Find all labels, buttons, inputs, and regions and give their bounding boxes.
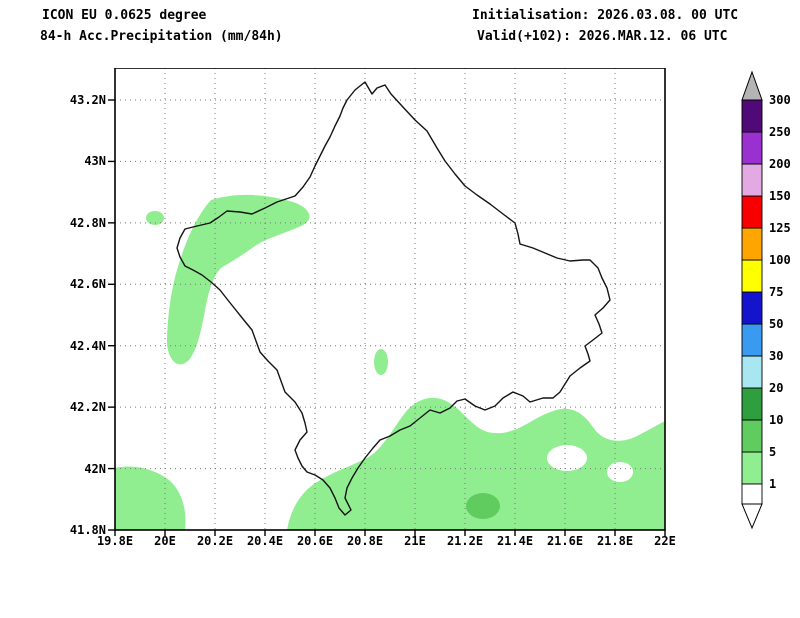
colorbar-band [741, 163, 763, 197]
y-tick-label: 43N [84, 154, 106, 169]
colorbar-band [741, 291, 763, 325]
valid-time: Valid(+102): 2026.MAR.12. 06 UTC [477, 29, 728, 44]
colorbar-label: 250 [769, 125, 791, 139]
precip-patch-nw [167, 194, 310, 365]
colorbar-band [741, 99, 763, 133]
colorbar-band [741, 195, 763, 229]
heavy-precip-spot [466, 493, 500, 519]
colorbar-over-arrow [741, 70, 763, 101]
y-tick-label: 42.2N [69, 400, 106, 415]
y-tick-label: 41.8N [69, 523, 106, 537]
tick-marks [108, 99, 666, 536]
precip-patch-sw [115, 466, 186, 530]
y-tick-label: 43.2N [69, 93, 106, 107]
map-plot [108, 68, 666, 536]
colorbar-label: 125 [769, 221, 791, 235]
colorbar-label: 150 [769, 189, 791, 203]
colorbar-label: 75 [769, 285, 783, 299]
colorbar-band [741, 355, 763, 389]
precip-patch-nw-dot [146, 211, 164, 225]
colorbar-band [741, 259, 763, 293]
y-tick-label: 42.6N [69, 277, 106, 292]
plot-frame [114, 68, 666, 531]
colorbar-under-band [741, 483, 763, 505]
colorbar-label: 50 [769, 317, 783, 331]
country-border [176, 81, 611, 516]
colorbar-band [741, 419, 763, 453]
colorbar-under-arrow [741, 503, 763, 530]
y-tick-label: 42.8N [69, 215, 106, 230]
colorbar-band [741, 323, 763, 357]
colorbar-label: 5 [769, 445, 776, 459]
colorbar-band [741, 131, 763, 165]
colorbar-label: 300 [769, 93, 791, 107]
parameter-title: 84-h Acc.Precipitation (mm/84h) [40, 29, 283, 44]
init-time: Initialisation: 2026.03.08. 00 UTC [472, 8, 739, 23]
model-title: ICON EU 0.0625 degree [42, 8, 207, 23]
grid-layer [115, 68, 665, 530]
colorbar-band [741, 451, 763, 485]
precip-layer [115, 194, 665, 530]
colorbar-label: 100 [769, 253, 791, 267]
colorbar-band [741, 387, 763, 421]
dry-hole [607, 462, 633, 482]
colorbar-label: 20 [769, 381, 783, 395]
colorbar-label: 1 [769, 477, 776, 491]
colorbar: 1 5 10 20 30 50 75 100 125 150 200 250 300 [741, 70, 791, 530]
colorbar-label: 200 [769, 157, 791, 171]
y-tick-label: 42N [84, 461, 106, 476]
colorbar-label: 30 [769, 349, 783, 363]
y-tick-label: 42.4N [69, 338, 106, 353]
precip-patch-sliver [374, 349, 388, 375]
dry-hole [547, 445, 587, 471]
colorbar-label: 10 [769, 413, 783, 427]
precip-patch-south [287, 397, 665, 530]
colorbar-band [741, 227, 763, 261]
